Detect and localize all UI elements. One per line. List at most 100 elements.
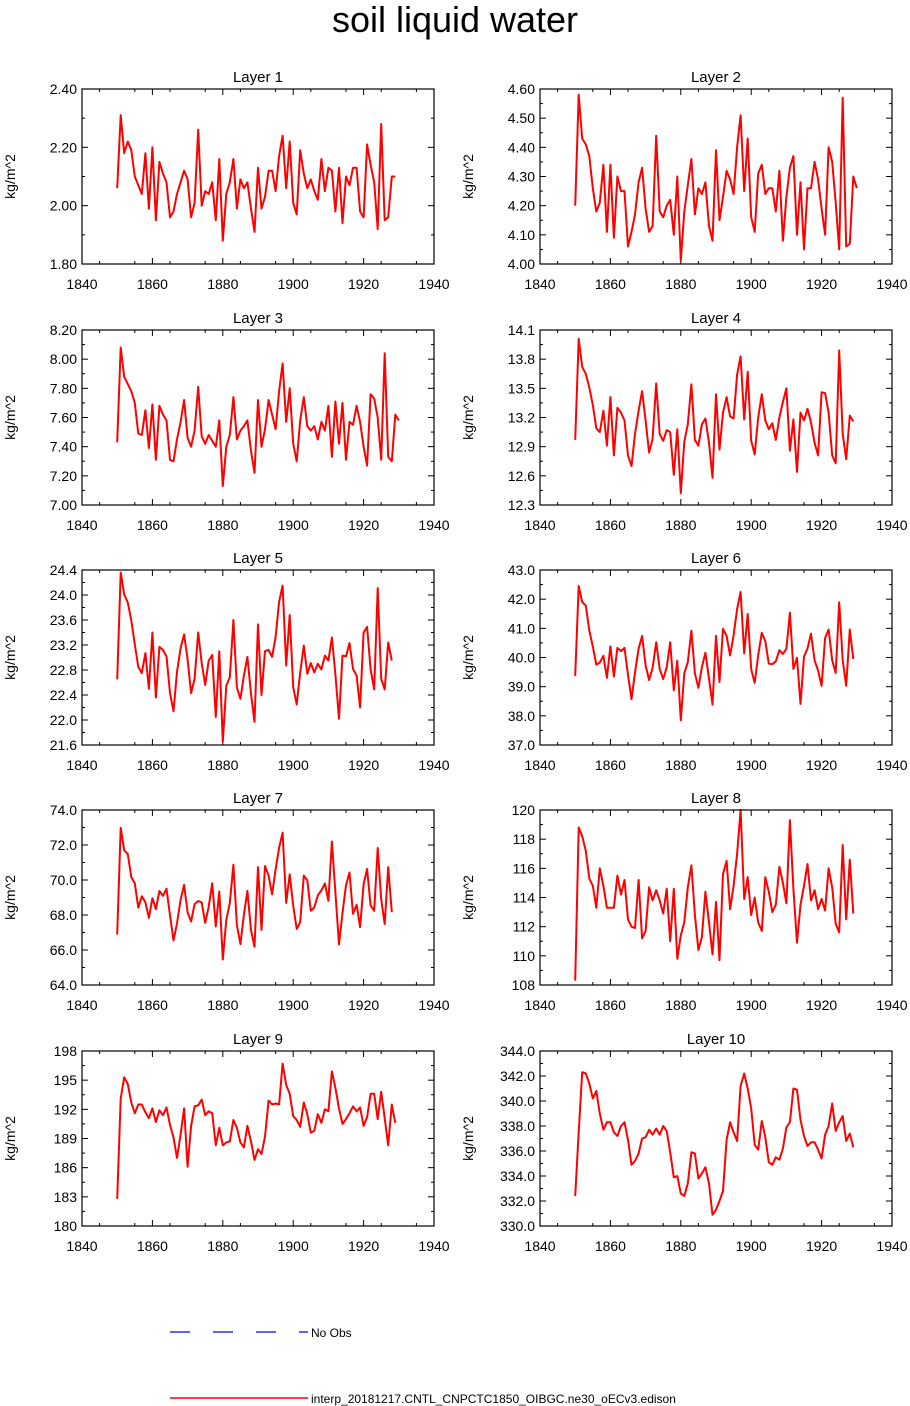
x-tick-label: 1860 [137, 276, 168, 292]
x-tick-label: 1920 [806, 276, 837, 292]
y-tick-label: 22.4 [50, 687, 77, 703]
x-tick-label: 1920 [348, 517, 379, 533]
y-tick-label: 8.00 [50, 351, 77, 367]
y-tick-label: 112 [513, 919, 536, 935]
x-tick-label: 1900 [278, 1238, 309, 1254]
x-tick-label: 1900 [278, 517, 309, 533]
y-tick-label: 108 [512, 977, 536, 993]
x-tick-label: 1880 [207, 1238, 238, 1254]
y-tick-label: 4.20 [508, 198, 535, 214]
x-tick-label: 1920 [806, 517, 837, 533]
y-tick-label: 24.0 [50, 587, 77, 603]
x-tick-label: 1860 [137, 997, 168, 1013]
y-tick-label: 12.3 [508, 497, 535, 513]
plot-frame [81, 569, 435, 746]
panel-title: Layer 9 [233, 1031, 283, 1048]
x-tick-label: 1880 [207, 997, 238, 1013]
plot-frame [81, 88, 435, 265]
x-tick-label: 1920 [348, 1238, 379, 1254]
y-tick-label: 4.60 [508, 81, 535, 97]
y-tick-label: 1.80 [50, 256, 77, 272]
panel-title: Layer 2 [691, 69, 741, 86]
y-tick-label: 24.4 [50, 562, 77, 578]
panel-title: Layer 7 [233, 790, 283, 807]
y-tick-label: 22.0 [50, 712, 77, 728]
y-tick-label: 7.80 [50, 380, 77, 396]
x-tick-label: 1880 [207, 517, 238, 533]
x-tick-label: 1920 [806, 997, 837, 1013]
series-line-model [574, 1071, 855, 1216]
x-tick-label: 1860 [137, 757, 168, 773]
panel-layer-2: Layer 2 kg/m^2 1840 1860 1880 1900 1920 1940 4.0… [460, 69, 908, 292]
x-tick-label: 1840 [524, 517, 555, 533]
y-tick-label: 189 [54, 1131, 78, 1147]
y-tick-label: 72.0 [50, 837, 77, 853]
x-tick-label: 1920 [806, 1238, 837, 1254]
x-tick-label: 1880 [665, 1238, 696, 1254]
y-tick-label: 2.20 [50, 139, 77, 155]
panel-title: Layer 3 [233, 310, 283, 327]
x-tick-label: 1900 [736, 997, 767, 1013]
y-tick-label: 41.0 [508, 620, 535, 636]
y-tick-label: 66.0 [50, 942, 77, 958]
panel-layer-10: Layer 10 kg/m^2 1840 1860 1880 1900 1920 1940 33… [460, 1031, 908, 1254]
panel-layer-3: Layer 3 kg/m^2 1840 1860 1880 1900 1920 1940 7.0… [2, 310, 450, 533]
chart-title: soil liquid water [331, 0, 579, 40]
x-tick-label: 1860 [595, 997, 626, 1013]
x-tick-label: 1940 [876, 1238, 907, 1254]
x-tick-label: 1860 [137, 1238, 168, 1254]
y-tick-label: 74.0 [50, 802, 77, 818]
y-tick-label: 13.8 [508, 351, 535, 367]
x-tick-label: 1920 [806, 757, 837, 773]
series-line-model [116, 1062, 397, 1199]
panel-layer-4: Layer 4 kg/m^2 1840 1860 1880 1900 1920 1940 12.… [460, 310, 908, 533]
x-tick-label: 1900 [736, 1238, 767, 1254]
y-tick-label: 22.8 [50, 662, 77, 678]
y-tick-label: 42.0 [508, 591, 535, 607]
y-tick-label: 2.00 [50, 198, 77, 214]
y-axis-label: kg/m^2 [460, 154, 476, 199]
series-line-model [574, 337, 855, 495]
y-tick-label: 120 [512, 802, 536, 818]
y-tick-label: 116 [513, 860, 536, 876]
y-tick-label: 8.20 [50, 322, 77, 338]
plot-frame [539, 88, 893, 265]
series-line-model [116, 346, 400, 487]
x-tick-label: 1840 [66, 276, 97, 292]
y-tick-label: 340.0 [500, 1093, 535, 1109]
panel-layer-6: Layer 6 kg/m^2 1840 1860 1880 1900 1920 1940 37.… [460, 550, 908, 773]
x-tick-label: 1900 [278, 757, 309, 773]
y-tick-label: 118 [513, 831, 536, 847]
y-axis-label: kg/m^2 [2, 395, 18, 440]
x-tick-label: 1940 [876, 997, 907, 1013]
y-tick-label: 2.40 [50, 81, 77, 97]
x-tick-label: 1880 [207, 276, 238, 292]
x-tick-label: 1900 [278, 997, 309, 1013]
panel-title: Layer 6 [691, 550, 741, 567]
panel-layer-1: Layer 1 kg/m^2 1840 1860 1880 1900 1920 1940 1.8… [2, 69, 450, 292]
x-tick-label: 1860 [595, 1238, 626, 1254]
y-tick-label: 332.0 [500, 1193, 535, 1209]
y-tick-label: 13.2 [508, 410, 535, 426]
x-tick-label: 1920 [348, 757, 379, 773]
y-tick-label: 186 [54, 1160, 78, 1176]
plot-frame [81, 809, 435, 986]
y-tick-label: 13.5 [508, 380, 535, 396]
x-tick-label: 1840 [524, 757, 555, 773]
x-tick-label: 1840 [524, 276, 555, 292]
y-axis-label: kg/m^2 [460, 635, 476, 680]
x-tick-label: 1880 [665, 517, 696, 533]
y-tick-label: 37.0 [508, 737, 535, 753]
y-tick-label: 7.00 [50, 497, 77, 513]
legend-obs-label: No Obs [311, 1326, 352, 1340]
x-tick-label: 1840 [66, 757, 97, 773]
y-axis-label: kg/m^2 [2, 875, 18, 920]
y-axis-label: kg/m^2 [460, 395, 476, 440]
x-tick-label: 1860 [595, 276, 626, 292]
y-tick-label: 4.50 [508, 110, 535, 126]
x-tick-label: 1900 [736, 517, 767, 533]
x-tick-label: 1880 [665, 997, 696, 1013]
y-tick-label: 183 [54, 1189, 78, 1205]
y-axis-label: kg/m^2 [460, 1116, 476, 1161]
legend: No Obs interp_20181217.CNTL_CNPCTC1850_OI… [170, 1326, 676, 1406]
